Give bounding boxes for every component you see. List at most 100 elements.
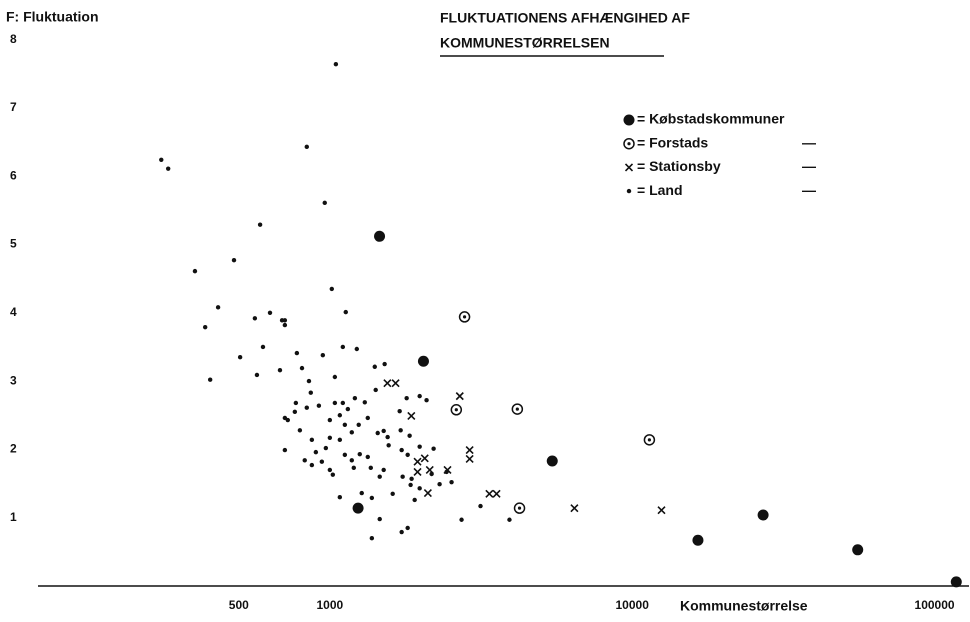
point [333, 61, 339, 67]
point [365, 415, 370, 421]
point [465, 454, 474, 464]
point [369, 535, 375, 541]
point [368, 465, 373, 471]
point-cross [420, 454, 429, 463]
point-cross [485, 489, 494, 498]
point [407, 411, 416, 420]
x-tick-label: 10000 [616, 598, 650, 612]
point [449, 479, 454, 485]
point [294, 350, 300, 356]
point [323, 445, 329, 451]
point-cross [657, 506, 666, 515]
point-cross [465, 446, 474, 455]
point [260, 344, 266, 350]
point-cross [383, 379, 392, 388]
point [444, 469, 449, 475]
point [257, 222, 263, 227]
point [215, 305, 221, 310]
point [330, 472, 336, 477]
point [319, 459, 325, 464]
point [399, 529, 404, 535]
point [417, 355, 429, 367]
point [365, 454, 370, 460]
point [332, 400, 338, 406]
point [337, 495, 343, 500]
legend-ditto: — [802, 182, 816, 198]
y-tick-label: 1 [10, 510, 17, 524]
point-cross [407, 411, 416, 420]
point [322, 200, 327, 206]
point [623, 137, 635, 150]
point [332, 374, 338, 380]
point [513, 502, 526, 514]
point [282, 318, 288, 323]
point [362, 400, 367, 405]
point [237, 354, 243, 360]
point [252, 316, 258, 321]
point [316, 403, 322, 408]
chart-title: FLUKTUATIONENS AFHÆNGIHED AF [440, 10, 690, 26]
point [409, 476, 414, 481]
point [485, 489, 494, 498]
point [377, 516, 382, 522]
y-tick-label: 4 [10, 305, 17, 319]
point-center [462, 315, 467, 319]
point [417, 393, 422, 399]
point [304, 405, 309, 410]
legend-ditto: — [802, 134, 816, 150]
point [404, 395, 409, 401]
y-tick-label: 3 [10, 373, 17, 387]
point [412, 497, 417, 503]
point-cross [570, 504, 579, 513]
point [381, 428, 386, 434]
point [340, 400, 346, 406]
point [391, 379, 400, 388]
point [352, 395, 358, 401]
point [282, 322, 288, 328]
x-tick-label: 1000 [316, 598, 343, 612]
point-ring [511, 403, 524, 415]
point [450, 404, 463, 416]
point [437, 482, 442, 487]
point-ring [623, 137, 635, 150]
point [431, 446, 436, 451]
point [459, 517, 464, 522]
point [369, 495, 375, 501]
point-cross [423, 489, 432, 498]
point [455, 392, 464, 401]
point [356, 422, 361, 428]
x-axis-label: Kommunestørrelse [680, 598, 808, 614]
point [407, 433, 412, 438]
point [375, 430, 380, 436]
point [546, 455, 558, 467]
point [349, 458, 354, 463]
point-ring [450, 404, 463, 416]
point [420, 454, 429, 463]
point [327, 417, 333, 423]
point [231, 258, 237, 263]
point [299, 365, 305, 371]
point [405, 452, 410, 458]
point [293, 400, 299, 406]
point [329, 286, 334, 292]
point [359, 490, 364, 496]
point [202, 324, 208, 330]
point [327, 435, 333, 440]
point [413, 457, 422, 466]
point [374, 230, 386, 242]
point [478, 503, 483, 509]
point [337, 437, 343, 443]
point [623, 114, 635, 126]
legend-label: = Forstads [637, 134, 708, 150]
y-tick-label: 6 [10, 168, 17, 182]
legend-ditto: — [802, 158, 816, 174]
point [507, 517, 512, 522]
point-center [454, 408, 458, 412]
point [657, 506, 666, 515]
point [399, 447, 404, 453]
point-cross [413, 467, 422, 477]
point-ring [643, 434, 656, 446]
point [626, 188, 632, 194]
